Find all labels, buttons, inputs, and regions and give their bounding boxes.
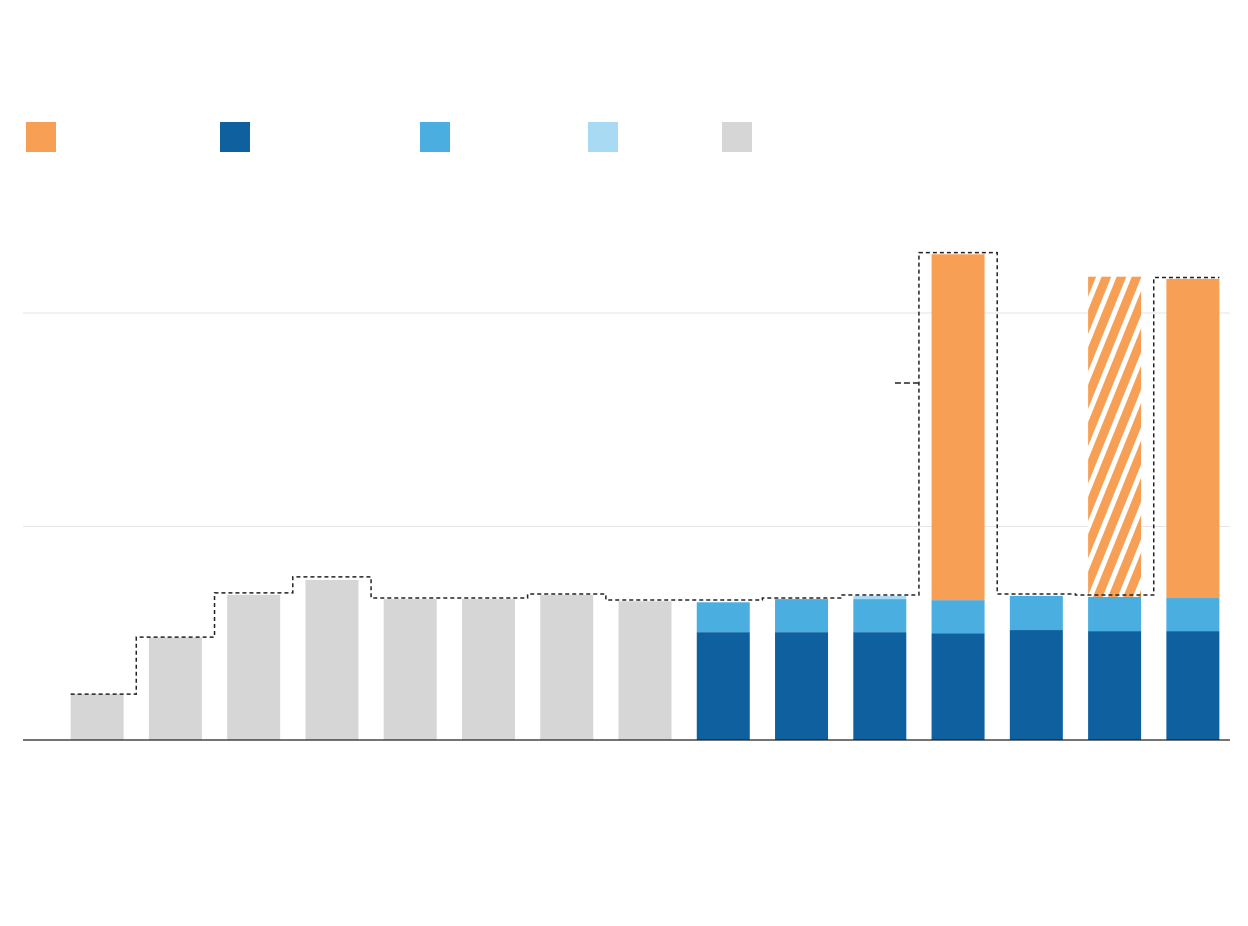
bar-segment bbox=[931, 254, 985, 601]
bar-segment bbox=[305, 579, 359, 740]
legend-swatch bbox=[26, 122, 56, 152]
bar-segment bbox=[461, 599, 515, 740]
bar-segment bbox=[775, 599, 829, 633]
bar-segment bbox=[227, 594, 281, 740]
bar-segment bbox=[775, 632, 829, 740]
bar-segment bbox=[931, 633, 985, 740]
bar-segment bbox=[383, 599, 437, 740]
legend-swatch bbox=[588, 122, 618, 152]
legend-swatch bbox=[420, 122, 450, 152]
bar-segment bbox=[1088, 276, 1142, 597]
bar-segment bbox=[540, 594, 594, 740]
legend-swatch bbox=[722, 122, 752, 152]
bar-segment bbox=[853, 595, 907, 600]
bar-segment bbox=[1166, 598, 1220, 632]
bar-segment bbox=[148, 637, 202, 740]
bar-segment bbox=[1166, 278, 1220, 599]
bar-segment bbox=[1088, 631, 1142, 740]
bar-segment bbox=[618, 601, 672, 740]
bar-segment bbox=[1166, 631, 1220, 740]
bar-segment bbox=[1009, 595, 1063, 631]
bar-segment bbox=[696, 632, 750, 740]
bar-segment bbox=[1009, 630, 1063, 740]
bar-segment bbox=[931, 600, 985, 634]
bar-segment bbox=[853, 632, 907, 740]
bar-segment bbox=[853, 599, 907, 633]
total-step-line bbox=[70, 251, 1220, 695]
legend-swatch bbox=[220, 122, 250, 152]
bar-segment bbox=[696, 602, 750, 633]
bar-segment bbox=[1088, 596, 1142, 632]
bar-segment bbox=[70, 694, 124, 740]
